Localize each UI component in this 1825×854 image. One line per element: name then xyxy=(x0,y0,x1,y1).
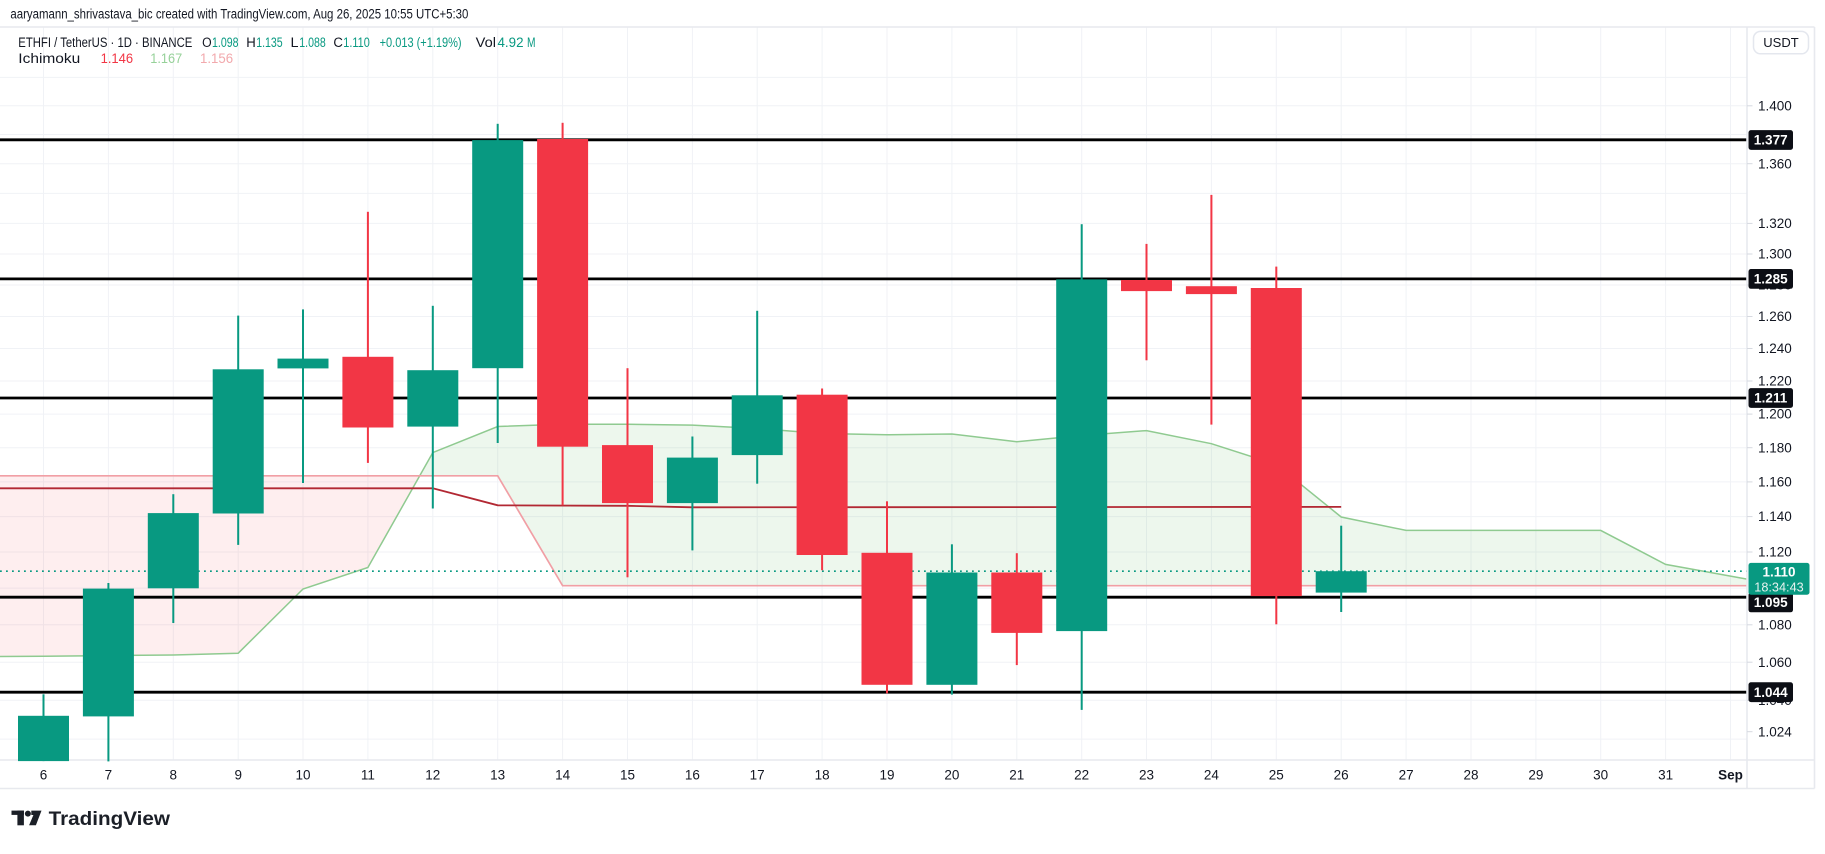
svg-text:15: 15 xyxy=(620,768,635,783)
svg-text:L: L xyxy=(291,35,299,50)
svg-text:6: 6 xyxy=(40,768,48,783)
svg-text:19: 19 xyxy=(879,768,894,783)
svg-text:23: 23 xyxy=(1139,768,1154,783)
svg-text:1.060: 1.060 xyxy=(1758,655,1792,670)
svg-text:29: 29 xyxy=(1528,768,1543,783)
svg-text:1.360: 1.360 xyxy=(1758,156,1792,171)
svg-text:27: 27 xyxy=(1399,768,1414,783)
svg-text:1.044: 1.044 xyxy=(1754,685,1788,700)
svg-text:ETHFI / TetherUS · 1D · BINANC: ETHFI / TetherUS · 1D · BINANCE xyxy=(18,35,192,50)
svg-text:24: 24 xyxy=(1204,768,1220,783)
svg-text:1.135: 1.135 xyxy=(256,35,283,50)
svg-text:M: M xyxy=(527,35,536,50)
svg-text:1.285: 1.285 xyxy=(1754,272,1788,287)
svg-text:1.024: 1.024 xyxy=(1758,724,1792,739)
svg-text:1.220: 1.220 xyxy=(1758,374,1792,389)
svg-text:1.110: 1.110 xyxy=(1762,564,1795,579)
svg-text:21: 21 xyxy=(1009,768,1024,783)
svg-text:1.400: 1.400 xyxy=(1758,98,1792,113)
svg-text:17: 17 xyxy=(750,768,765,783)
svg-text:1.146: 1.146 xyxy=(101,51,134,66)
svg-text:31: 31 xyxy=(1658,768,1673,783)
svg-text:20: 20 xyxy=(944,768,959,783)
svg-text:14: 14 xyxy=(555,768,571,783)
svg-text:18:34:43: 18:34:43 xyxy=(1754,580,1803,594)
svg-text:1.080: 1.080 xyxy=(1758,617,1792,632)
svg-text:Sep: Sep xyxy=(1718,768,1743,783)
svg-text:aaryamann_shrivastava_bic crea: aaryamann_shrivastava_bic created with T… xyxy=(10,6,468,21)
svg-text:Vol: Vol xyxy=(476,35,496,50)
svg-text:1.140: 1.140 xyxy=(1758,509,1792,524)
svg-text:1.095: 1.095 xyxy=(1754,595,1788,610)
svg-text:USDT: USDT xyxy=(1763,35,1798,50)
svg-text:22: 22 xyxy=(1074,768,1089,783)
svg-text:1.160: 1.160 xyxy=(1758,475,1792,490)
svg-text:1.377: 1.377 xyxy=(1754,133,1788,148)
svg-text:O: O xyxy=(202,35,212,50)
svg-text:Ichimoku: Ichimoku xyxy=(18,51,80,66)
svg-text:4.92: 4.92 xyxy=(498,35,524,50)
svg-text:1.211: 1.211 xyxy=(1754,391,1788,406)
svg-text:7: 7 xyxy=(105,768,113,783)
svg-text:1.088: 1.088 xyxy=(299,35,326,50)
svg-text:H: H xyxy=(246,35,256,50)
svg-text:1.240: 1.240 xyxy=(1758,341,1792,356)
svg-text:11: 11 xyxy=(361,768,375,783)
svg-text:TradingView: TradingView xyxy=(49,808,171,830)
svg-text:1.167: 1.167 xyxy=(150,51,182,66)
svg-text:1.110: 1.110 xyxy=(343,35,370,50)
svg-text:1.098: 1.098 xyxy=(212,35,239,50)
svg-text:1.156: 1.156 xyxy=(200,51,233,66)
svg-text:28: 28 xyxy=(1463,768,1478,783)
svg-text:26: 26 xyxy=(1334,768,1349,783)
svg-text:C: C xyxy=(333,35,343,50)
svg-text:12: 12 xyxy=(425,768,440,783)
svg-text:1.300: 1.300 xyxy=(1758,247,1792,262)
svg-text:30: 30 xyxy=(1593,768,1608,783)
svg-text:9: 9 xyxy=(234,768,242,783)
svg-text:1.320: 1.320 xyxy=(1758,216,1792,231)
svg-text:8: 8 xyxy=(170,768,178,783)
svg-text:+0.013 (+1.19%): +0.013 (+1.19%) xyxy=(380,35,462,50)
svg-text:13: 13 xyxy=(490,768,505,783)
svg-text:1.120: 1.120 xyxy=(1758,545,1792,560)
svg-text:16: 16 xyxy=(685,768,700,783)
svg-text:10: 10 xyxy=(295,768,310,783)
svg-text:25: 25 xyxy=(1269,768,1284,783)
svg-text:1.260: 1.260 xyxy=(1758,309,1792,324)
svg-text:1.180: 1.180 xyxy=(1758,440,1792,455)
svg-text:1.200: 1.200 xyxy=(1758,407,1792,422)
svg-text:18: 18 xyxy=(815,768,830,783)
